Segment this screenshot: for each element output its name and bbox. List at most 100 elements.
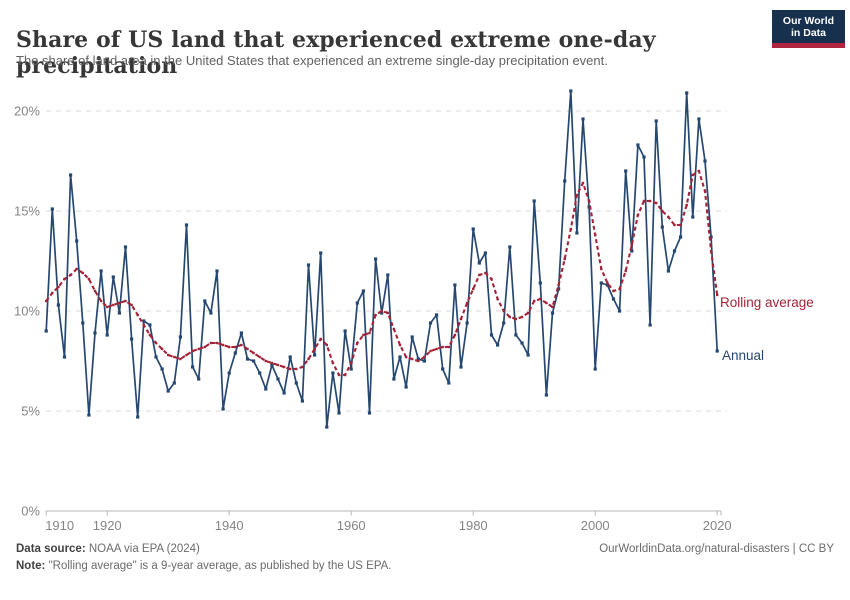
rolling-average-point	[93, 289, 97, 293]
annual-point	[69, 173, 73, 177]
annual-point	[325, 425, 329, 429]
annual-point	[282, 391, 286, 395]
annual-point	[605, 283, 609, 287]
annual-point	[428, 321, 433, 325]
annual-point	[526, 353, 530, 357]
annual-point	[50, 207, 54, 211]
annual-point	[191, 365, 195, 369]
annual-series-label: Annual	[722, 348, 765, 363]
annual-point	[557, 287, 561, 291]
rolling-average-point	[587, 199, 591, 203]
annual-point	[184, 223, 189, 227]
annual-point	[618, 309, 622, 313]
rolling-average-point	[215, 341, 219, 345]
annual-point	[715, 349, 719, 353]
rolling-average-point	[526, 311, 530, 315]
annual-point	[459, 365, 463, 369]
annual-point	[477, 261, 481, 265]
annual-point	[56, 303, 60, 307]
annual-point	[160, 367, 164, 371]
rolling-average-point	[380, 309, 383, 313]
rolling-average-point	[191, 349, 194, 353]
logo-line2: in Data	[790, 26, 826, 39]
rolling-average-point	[87, 277, 91, 281]
rolling-average-point	[508, 315, 511, 319]
annual-point	[599, 281, 603, 285]
rolling-average-point	[417, 359, 420, 363]
annual-point	[380, 311, 384, 315]
rolling-average-point	[624, 269, 627, 273]
annual-point	[306, 263, 311, 267]
annual-point	[581, 117, 585, 121]
rolling-average-point	[606, 281, 609, 285]
annual-point	[441, 367, 445, 371]
rolling-average-point	[642, 199, 646, 203]
annual-point	[624, 169, 628, 173]
rolling-average-point	[45, 299, 48, 303]
rolling-average-point	[69, 273, 72, 277]
annual-point	[136, 415, 140, 419]
rolling-average-point	[478, 273, 481, 277]
annual-point	[62, 355, 67, 359]
annual-point	[117, 311, 121, 315]
annual-point	[520, 341, 524, 345]
annual-point	[288, 355, 292, 359]
x-tick-label: 1980	[459, 518, 488, 533]
rolling-average-point	[655, 201, 658, 205]
rolling-average-point	[703, 189, 707, 193]
y-tick-label: 15%	[14, 204, 40, 219]
rolling-average-point	[307, 357, 310, 361]
rolling-average-point	[630, 243, 633, 247]
annual-point	[532, 199, 536, 203]
annual-point	[105, 333, 109, 337]
rolling-average-point	[276, 363, 280, 367]
annual-point	[93, 331, 97, 335]
annual-point	[471, 227, 475, 231]
annual-point	[227, 371, 231, 375]
rolling-average-point	[404, 355, 408, 359]
rolling-average-point	[453, 333, 457, 337]
rolling-average-point	[99, 299, 103, 303]
rolling-average-point	[112, 303, 115, 307]
rolling-average-point	[264, 359, 267, 363]
annual-point	[258, 371, 262, 375]
data-source: Data source: NOAA via EPA (2024)	[16, 543, 200, 555]
rolling-average-point	[75, 267, 78, 271]
annual-point	[563, 179, 567, 183]
annual-point	[416, 357, 420, 361]
rolling-average-point	[581, 181, 585, 185]
annual-point	[374, 257, 378, 261]
annual-point	[87, 413, 91, 417]
data-source-text: NOAA via EPA (2024)	[85, 543, 200, 555]
owid-link[interactable]: OurWorldinData.org/natural-disasters | C…	[599, 543, 834, 555]
rolling-average-point	[484, 271, 487, 275]
annual-point	[276, 377, 280, 381]
rolling-average-point	[612, 289, 615, 293]
annual-point	[697, 117, 701, 121]
rolling-average-point	[398, 343, 402, 347]
rolling-average-point	[472, 287, 475, 291]
rolling-average-point	[386, 311, 389, 315]
rolling-average-point	[130, 303, 133, 307]
rolling-average-point	[197, 347, 200, 351]
rolling-average-point	[57, 285, 60, 289]
owid-logo[interactable]: Our World in Data	[772, 10, 845, 48]
rolling-average-point	[618, 287, 621, 291]
annual-point	[313, 353, 317, 357]
data-source-label: Data source:	[16, 543, 86, 555]
rolling-average-point	[539, 297, 542, 301]
rolling-average-point	[295, 367, 298, 371]
annual-point	[404, 385, 408, 389]
rolling-average-point	[142, 323, 145, 327]
annual-point	[453, 283, 457, 287]
annual-point	[679, 235, 683, 239]
rolling-average-point	[368, 331, 371, 335]
page-title: Share of US land that experienced extrem…	[16, 26, 656, 79]
annual-point	[319, 251, 323, 255]
annual-point	[489, 333, 494, 337]
annual-point	[154, 355, 158, 359]
annual-point	[642, 155, 646, 159]
rolling-average-point	[514, 317, 518, 321]
rolling-average-point	[465, 301, 469, 305]
